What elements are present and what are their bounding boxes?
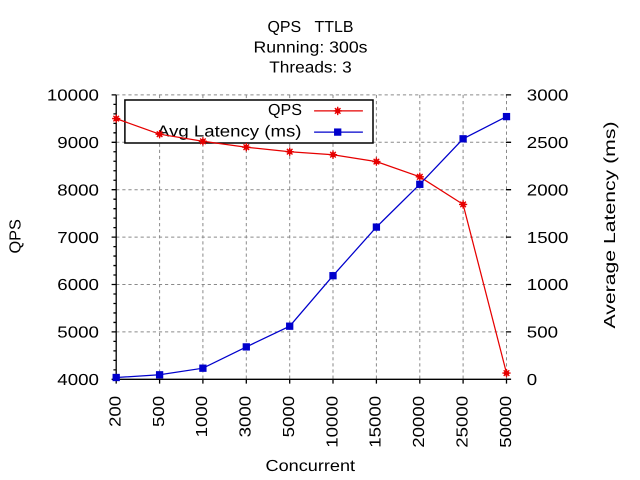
svg-text:10000: 10000 [47, 88, 99, 105]
svg-text:Average Latency (ms): Average Latency (ms) [602, 122, 619, 329]
svg-text:QPS: QPS [7, 219, 24, 254]
svg-text:200: 200 [108, 396, 125, 427]
svg-text:8000: 8000 [57, 182, 99, 199]
svg-text:5000: 5000 [57, 325, 99, 342]
svg-text:500: 500 [527, 325, 558, 342]
svg-text:1000: 1000 [194, 396, 211, 438]
svg-text:50000: 50000 [498, 396, 515, 448]
svg-text:1000: 1000 [527, 277, 569, 294]
svg-text:QPS: QPS [268, 102, 302, 119]
svg-text:1500: 1500 [527, 230, 569, 247]
svg-text:Concurrent: Concurrent [266, 458, 356, 475]
svg-text:7000: 7000 [57, 230, 99, 247]
svg-text:Threads: 3: Threads: 3 [269, 60, 352, 77]
svg-text:6000: 6000 [57, 277, 99, 294]
svg-text:QPS TTLB: QPS TTLB [268, 19, 354, 36]
svg-text:2500: 2500 [527, 135, 569, 152]
svg-text:Avg Latency (ms): Avg Latency (ms) [157, 123, 302, 140]
svg-text:9000: 9000 [57, 135, 99, 152]
svg-text:10000: 10000 [324, 396, 341, 448]
svg-text:3000: 3000 [238, 396, 255, 438]
svg-text:15000: 15000 [368, 396, 385, 448]
svg-text:5000: 5000 [281, 396, 298, 438]
svg-text:4000: 4000 [57, 372, 99, 389]
svg-text:3000: 3000 [527, 88, 569, 105]
svg-text:2000: 2000 [527, 182, 569, 199]
svg-text:500: 500 [151, 396, 168, 427]
svg-text:20000: 20000 [411, 396, 428, 448]
svg-text:Running: 300s: Running: 300s [254, 39, 368, 56]
svg-text:0: 0 [527, 372, 538, 389]
svg-text:25000: 25000 [454, 396, 471, 448]
